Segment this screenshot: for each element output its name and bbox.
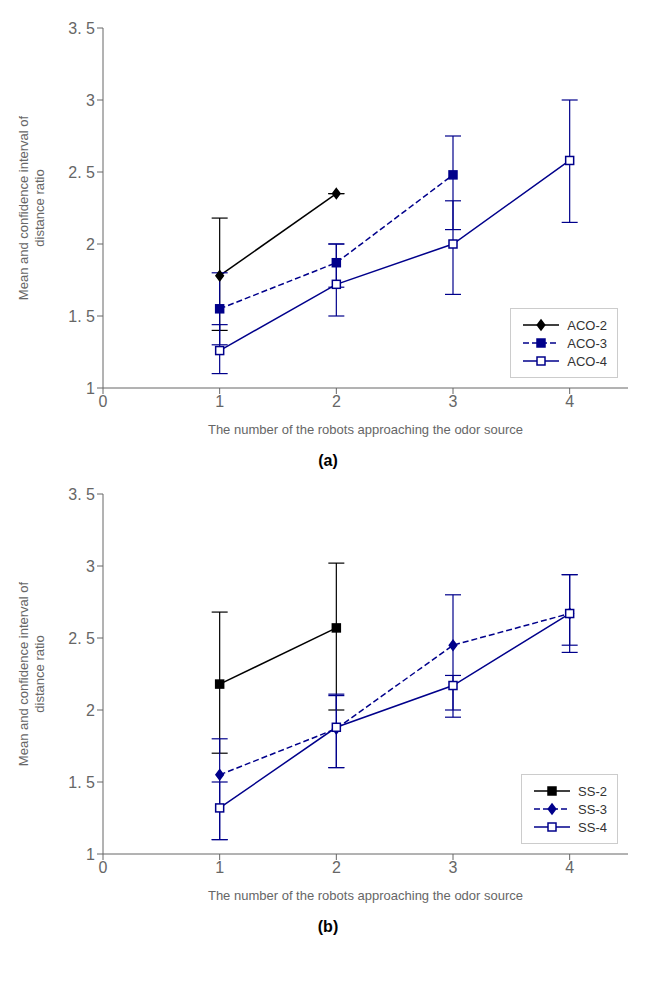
svg-text:1. 5: 1. 5: [68, 774, 95, 791]
svg-text:2: 2: [86, 236, 95, 253]
svg-text:3. 5: 3. 5: [68, 20, 95, 37]
html-text:SS-2: SS-2: [578, 783, 607, 799]
svg-text:3. 5: 3. 5: [68, 486, 95, 503]
svg-text:2. 5: 2. 5: [68, 164, 95, 181]
svg-text:4: 4: [565, 859, 574, 876]
svg-text:Mean and confidence interval o: Mean and confidence interval ofdistance …: [16, 581, 47, 766]
svg-text:The number of the robots appro: The number of the robots approaching the…: [208, 422, 523, 437]
svg-text:3: 3: [86, 558, 95, 575]
svg-text:1: 1: [215, 859, 224, 876]
html-text:SS-3: SS-3: [578, 801, 607, 817]
svg-text:1: 1: [86, 846, 95, 863]
html-text:ACO-3: ACO-3: [567, 335, 607, 351]
svg-text:0: 0: [99, 859, 108, 876]
svg-text:2. 5: 2. 5: [68, 630, 95, 647]
html-text:(a): (a): [318, 452, 338, 469]
svg-text:3: 3: [449, 859, 458, 876]
svg-text:1: 1: [86, 380, 95, 397]
html-text:SS-4: SS-4: [578, 819, 607, 835]
svg-text:1: 1: [215, 393, 224, 410]
html-text:ACO-4: ACO-4: [567, 353, 607, 369]
html-text:(b): (b): [317, 918, 339, 935]
svg-text:3: 3: [449, 393, 458, 410]
svg-text:2: 2: [86, 702, 95, 719]
svg-text:2: 2: [332, 393, 341, 410]
svg-text:4: 4: [565, 393, 574, 410]
svg-text:0: 0: [99, 393, 108, 410]
svg-text:2: 2: [332, 859, 341, 876]
svg-text:1. 5: 1. 5: [68, 308, 95, 325]
svg-text:Mean and confidence interval o: Mean and confidence interval ofdistance …: [16, 115, 47, 300]
html-text:ACO-2: ACO-2: [567, 317, 607, 333]
svg-text:The number of the robots appro: The number of the robots approaching the…: [208, 888, 523, 903]
svg-text:3: 3: [86, 92, 95, 109]
